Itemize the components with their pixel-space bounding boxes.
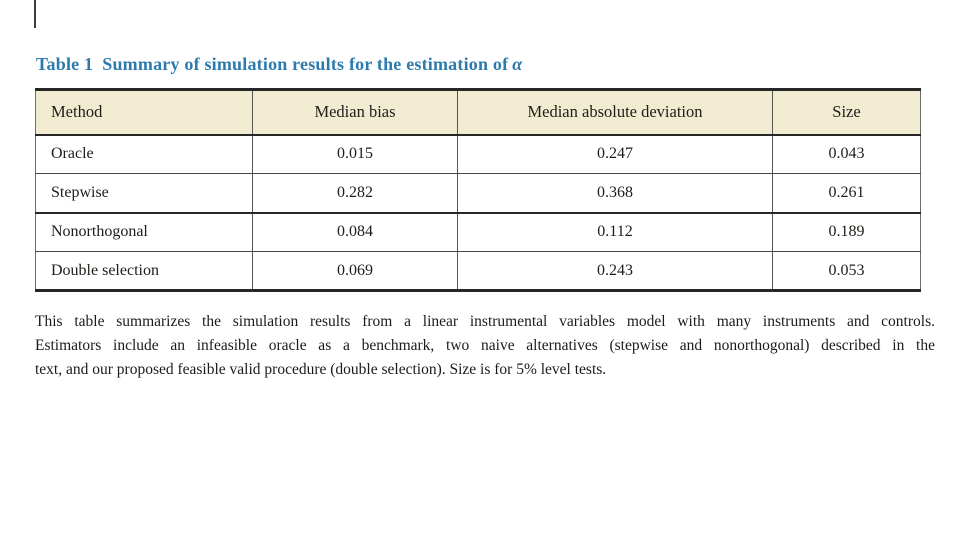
- cell-median-bias: 0.015: [252, 134, 458, 174]
- cell-method: Oracle: [35, 134, 253, 174]
- footnote-line: This table summarizes the simulation res…: [35, 313, 935, 330]
- col-header-median-absolute-deviation: Median absolute deviation: [457, 88, 773, 136]
- alpha-symbol: α: [512, 54, 523, 74]
- cell-median-bias: 0.084: [252, 212, 458, 252]
- table-row-double-selection: Double selection 0.069 0.243 0.053: [35, 251, 921, 292]
- cell-method: Nonorthogonal: [35, 212, 253, 252]
- cell-method: Stepwise: [35, 173, 253, 214]
- cell-size: 0.261: [772, 173, 921, 214]
- cell-size: 0.043: [772, 134, 921, 174]
- stray-vertical-mark: [34, 0, 36, 28]
- cell-median-bias: 0.069: [252, 251, 458, 292]
- results-table: Method Median bias Median absolute devia…: [35, 88, 921, 292]
- col-header-size: Size: [772, 88, 921, 136]
- col-header-median-bias: Median bias: [252, 88, 458, 136]
- table-title: Table 1 Summary of simulation results for…: [36, 54, 522, 75]
- table-row-oracle: Oracle 0.015 0.247 0.043: [35, 134, 921, 174]
- cell-method: Double selection: [35, 251, 253, 292]
- cell-size: 0.189: [772, 212, 921, 252]
- cell-median-bias: 0.282: [252, 173, 458, 214]
- table-number-label: Table 1: [36, 54, 94, 74]
- cell-size: 0.053: [772, 251, 921, 292]
- table-footnote: This table summarizes the simulation res…: [35, 310, 935, 382]
- table-row-stepwise: Stepwise 0.282 0.368 0.261: [35, 173, 921, 214]
- cell-median-absolute-deviation: 0.368: [457, 173, 773, 214]
- cell-median-absolute-deviation: 0.243: [457, 251, 773, 292]
- table-title-text: Summary of simulation results for the es…: [102, 54, 509, 74]
- col-header-method: Method: [35, 88, 253, 136]
- footnote-line: text, and our proposed feasible valid pr…: [35, 361, 607, 378]
- table-header-row: Method Median bias Median absolute devia…: [35, 88, 921, 136]
- cell-median-absolute-deviation: 0.112: [457, 212, 773, 252]
- cell-median-absolute-deviation: 0.247: [457, 134, 773, 174]
- table-row-nonorthogonal: Nonorthogonal 0.084 0.112 0.189: [35, 212, 921, 252]
- footnote-line: Estimators include an infeasible oracle …: [35, 337, 935, 354]
